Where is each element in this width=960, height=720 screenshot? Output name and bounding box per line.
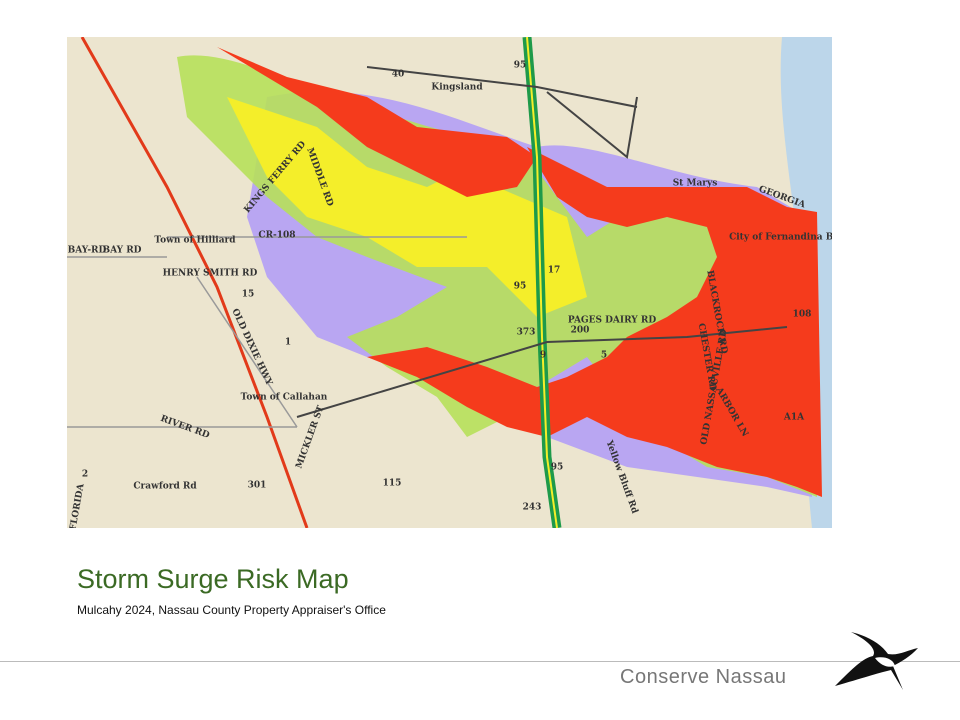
map-label: City of Fernandina Beach: [729, 233, 832, 243]
map-label: 373: [517, 328, 536, 338]
map-label: 95: [551, 463, 564, 473]
map-label: 200: [571, 326, 590, 336]
map-label: PAGES DAIRY RD: [568, 316, 657, 326]
map-label: BAY-RD: [68, 246, 107, 256]
map-label: A1A: [783, 413, 805, 423]
map-label: 115: [383, 479, 402, 489]
map-label: Kingsland: [431, 83, 483, 93]
map-label: Town of Hilliard: [154, 236, 236, 246]
map-label: 301: [248, 481, 267, 491]
map-label: 95: [514, 61, 527, 71]
map-label: Crawford Rd: [133, 482, 197, 492]
map-label: 5: [601, 351, 607, 361]
map-label: St Marys: [673, 179, 718, 189]
map-label: 9: [540, 351, 546, 361]
map-label: 40: [392, 70, 405, 80]
map-label: 108: [793, 310, 812, 320]
map-label: Town of Callahan: [241, 393, 328, 403]
slide-source: Mulcahy 2024, Nassau County Property App…: [77, 603, 386, 617]
map-label: 95: [514, 282, 527, 292]
divider: [0, 661, 960, 662]
slide-title: Storm Surge Risk Map: [77, 564, 349, 594]
map-label: 15: [242, 290, 255, 300]
map-label: 17: [548, 266, 561, 276]
stork-logo: [835, 632, 918, 690]
map-label: BAY RD: [103, 246, 142, 256]
map-label: CR-108: [258, 231, 295, 241]
map-label: 1: [285, 338, 291, 348]
map-label: 243: [523, 503, 542, 513]
footer-brand: Conserve Nassau: [620, 666, 787, 688]
map-label: 2: [82, 470, 88, 480]
map-label: HENRY SMITH RD: [163, 269, 258, 279]
